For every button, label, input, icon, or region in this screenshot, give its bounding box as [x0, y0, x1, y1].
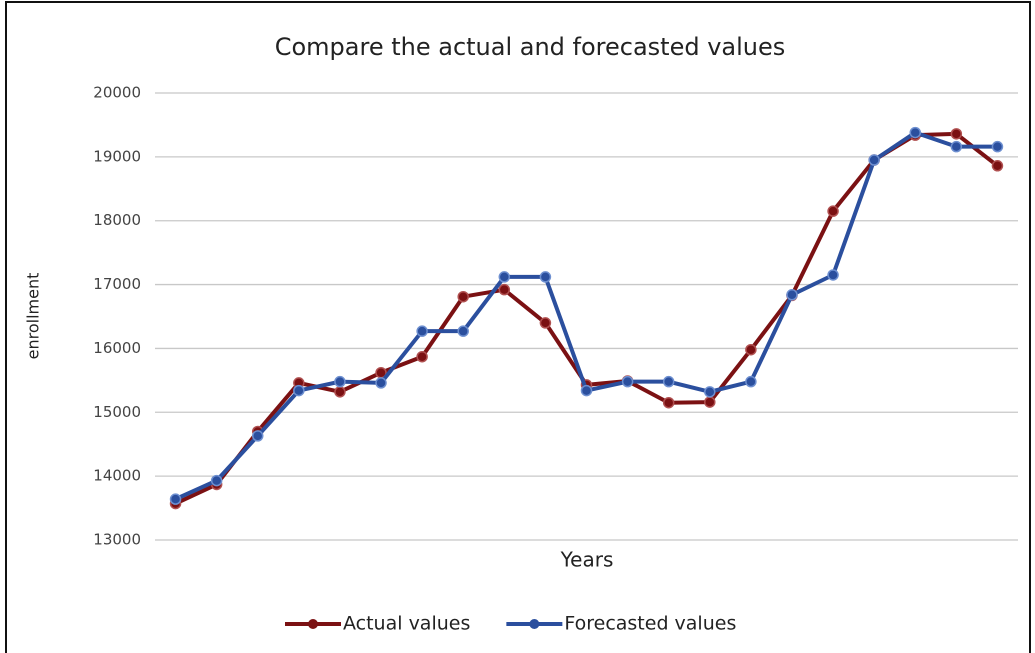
y-tick-label: 16000: [93, 339, 141, 357]
point-marker: [827, 205, 839, 217]
point-marker: [621, 375, 634, 388]
point-marker: [334, 386, 346, 398]
point-marker: [704, 396, 716, 408]
point-marker: [457, 290, 469, 303]
point-marker: [662, 375, 675, 388]
point-marker: [950, 128, 963, 140]
y-axis-label: enrollment: [24, 273, 43, 360]
y-tick-label: 14000: [93, 467, 141, 485]
point-marker: [662, 396, 675, 409]
point-marker: [539, 317, 552, 329]
series-line: [174, 131, 999, 506]
x-axis-label: Years: [560, 548, 614, 572]
point-marker: [375, 377, 387, 389]
y-tick-label: 13000: [93, 531, 141, 549]
point-marker: [416, 325, 428, 337]
point-marker: [827, 269, 839, 281]
legend-marker: [308, 619, 318, 629]
legend-label: Actual values: [343, 613, 470, 635]
point-marker: [169, 493, 182, 505]
point-marker: [745, 343, 757, 356]
point-marker: [704, 386, 716, 398]
legend-label: Forecasted values: [564, 613, 736, 635]
y-tick-label: 15000: [93, 403, 141, 421]
point-marker: [251, 430, 264, 442]
y-tick-label: 19000: [93, 147, 141, 165]
y-tick-label: 20000: [93, 84, 141, 102]
chart-frame: [5, 1, 1031, 653]
point-marker: [868, 154, 880, 166]
point-marker: [786, 289, 798, 301]
point-marker: [498, 271, 511, 283]
chart-title: Compare the actual and forecasted values: [275, 33, 786, 61]
point-marker: [498, 283, 511, 296]
series-line: [174, 130, 998, 501]
legend-marker: [529, 619, 540, 629]
y-tick-label: 18000: [93, 211, 141, 229]
point-marker: [416, 350, 428, 363]
point-marker: [539, 271, 552, 283]
point-marker: [580, 384, 593, 397]
point-marker: [334, 375, 346, 388]
point-marker: [991, 160, 1004, 172]
point-marker: [745, 375, 757, 388]
point-marker: [210, 474, 223, 487]
point-marker: [457, 325, 469, 337]
y-tick-label: 17000: [93, 275, 141, 293]
point-marker: [293, 384, 305, 397]
point-marker: [950, 140, 963, 153]
point-marker: [991, 140, 1004, 153]
point-marker: [909, 126, 922, 139]
